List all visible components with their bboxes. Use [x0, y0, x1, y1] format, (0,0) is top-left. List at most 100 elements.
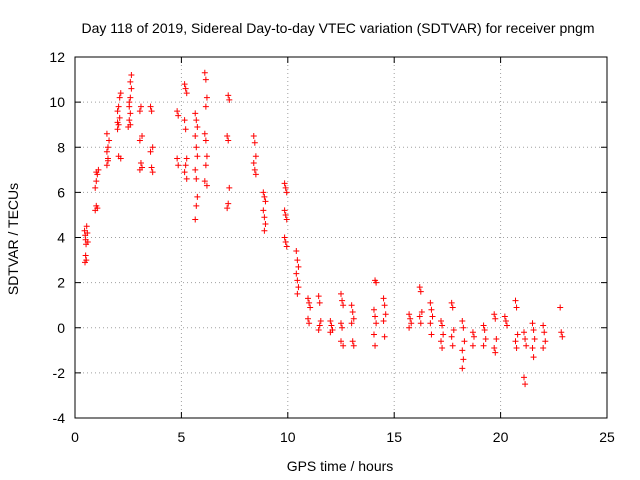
data-point: [282, 239, 289, 246]
data-point: [293, 270, 300, 277]
y-axis-label: SDTVAR / TECUs: [5, 183, 21, 295]
data-point: [183, 90, 190, 97]
data-point: [201, 69, 208, 76]
data-point: [194, 193, 201, 200]
data-point: [514, 331, 521, 338]
data-point: [194, 123, 201, 130]
data-point: [481, 327, 488, 334]
data-point: [203, 182, 210, 189]
data-point: [416, 284, 423, 291]
data-point: [327, 317, 334, 324]
data-point: [439, 322, 446, 329]
data-point: [103, 130, 110, 137]
data-point: [136, 137, 143, 144]
data-point: [529, 320, 536, 327]
data-point: [380, 295, 387, 302]
x-tick-label: 15: [386, 429, 402, 445]
data-point: [93, 169, 100, 176]
data-point: [294, 257, 301, 264]
data-point: [372, 342, 379, 349]
data-point: [183, 155, 190, 162]
data-point: [307, 304, 314, 311]
data-point: [193, 202, 200, 209]
data-point: [438, 317, 445, 324]
data-point: [127, 110, 134, 117]
data-point: [201, 178, 208, 185]
data-point: [491, 345, 498, 352]
data-point: [103, 162, 110, 169]
data-point: [540, 345, 547, 352]
data-point: [203, 153, 210, 160]
data-point: [482, 336, 489, 343]
data-point: [406, 324, 413, 331]
data-point: [492, 315, 499, 322]
x-tick-label: 20: [493, 429, 509, 445]
data-point: [449, 304, 456, 311]
data-point: [370, 331, 377, 338]
data-point: [106, 137, 113, 144]
data-point: [427, 299, 434, 306]
data-point: [417, 288, 424, 295]
data-point: [127, 78, 134, 85]
data-point: [501, 313, 508, 320]
data-point: [182, 85, 189, 92]
data-point: [512, 297, 519, 304]
data-point: [225, 92, 232, 99]
data-point: [139, 132, 146, 139]
data-point: [262, 220, 269, 227]
data-point: [381, 333, 388, 340]
data-point: [260, 207, 267, 214]
data-point: [521, 329, 528, 336]
data-point: [295, 284, 302, 291]
data-point: [282, 184, 289, 191]
data-point: [522, 381, 529, 388]
data-point: [339, 324, 346, 331]
data-point: [540, 322, 547, 329]
data-point: [480, 342, 487, 349]
data-point: [202, 103, 209, 110]
data-point: [305, 315, 312, 322]
data-point: [450, 327, 457, 334]
data-point: [84, 229, 91, 236]
data-point: [175, 112, 182, 119]
data-point: [460, 324, 467, 331]
data-point: [283, 189, 290, 196]
data-point: [448, 333, 455, 340]
data-point: [529, 345, 536, 352]
data-point: [522, 336, 529, 343]
data-point: [408, 320, 415, 327]
data-point: [295, 263, 302, 270]
data-point: [373, 279, 380, 286]
data-point: [262, 198, 269, 205]
data-point: [261, 193, 268, 200]
data-point: [459, 317, 466, 324]
data-point: [174, 108, 181, 115]
data-point: [469, 342, 476, 349]
data-point: [428, 306, 435, 313]
data-point: [370, 306, 377, 313]
data-point: [491, 311, 498, 318]
data-point: [103, 148, 110, 155]
data-point: [193, 117, 200, 124]
data-point: [251, 166, 258, 173]
data-point: [521, 374, 528, 381]
data-point: [194, 153, 201, 160]
data-point: [252, 171, 259, 178]
data-point: [193, 175, 200, 182]
data-point: [492, 349, 499, 356]
data-point: [192, 110, 199, 117]
y-tick-label: 2: [57, 275, 65, 291]
data-point: [382, 311, 389, 318]
data-point: [137, 103, 144, 110]
data-point: [192, 166, 199, 173]
data-point: [283, 216, 290, 223]
data-point: [182, 162, 189, 169]
data-point: [181, 169, 188, 176]
data-point: [440, 331, 447, 338]
data-point: [339, 297, 346, 304]
data-point: [439, 345, 446, 352]
data-point: [83, 223, 90, 230]
data-point: [225, 200, 232, 207]
data-point: [373, 320, 380, 327]
